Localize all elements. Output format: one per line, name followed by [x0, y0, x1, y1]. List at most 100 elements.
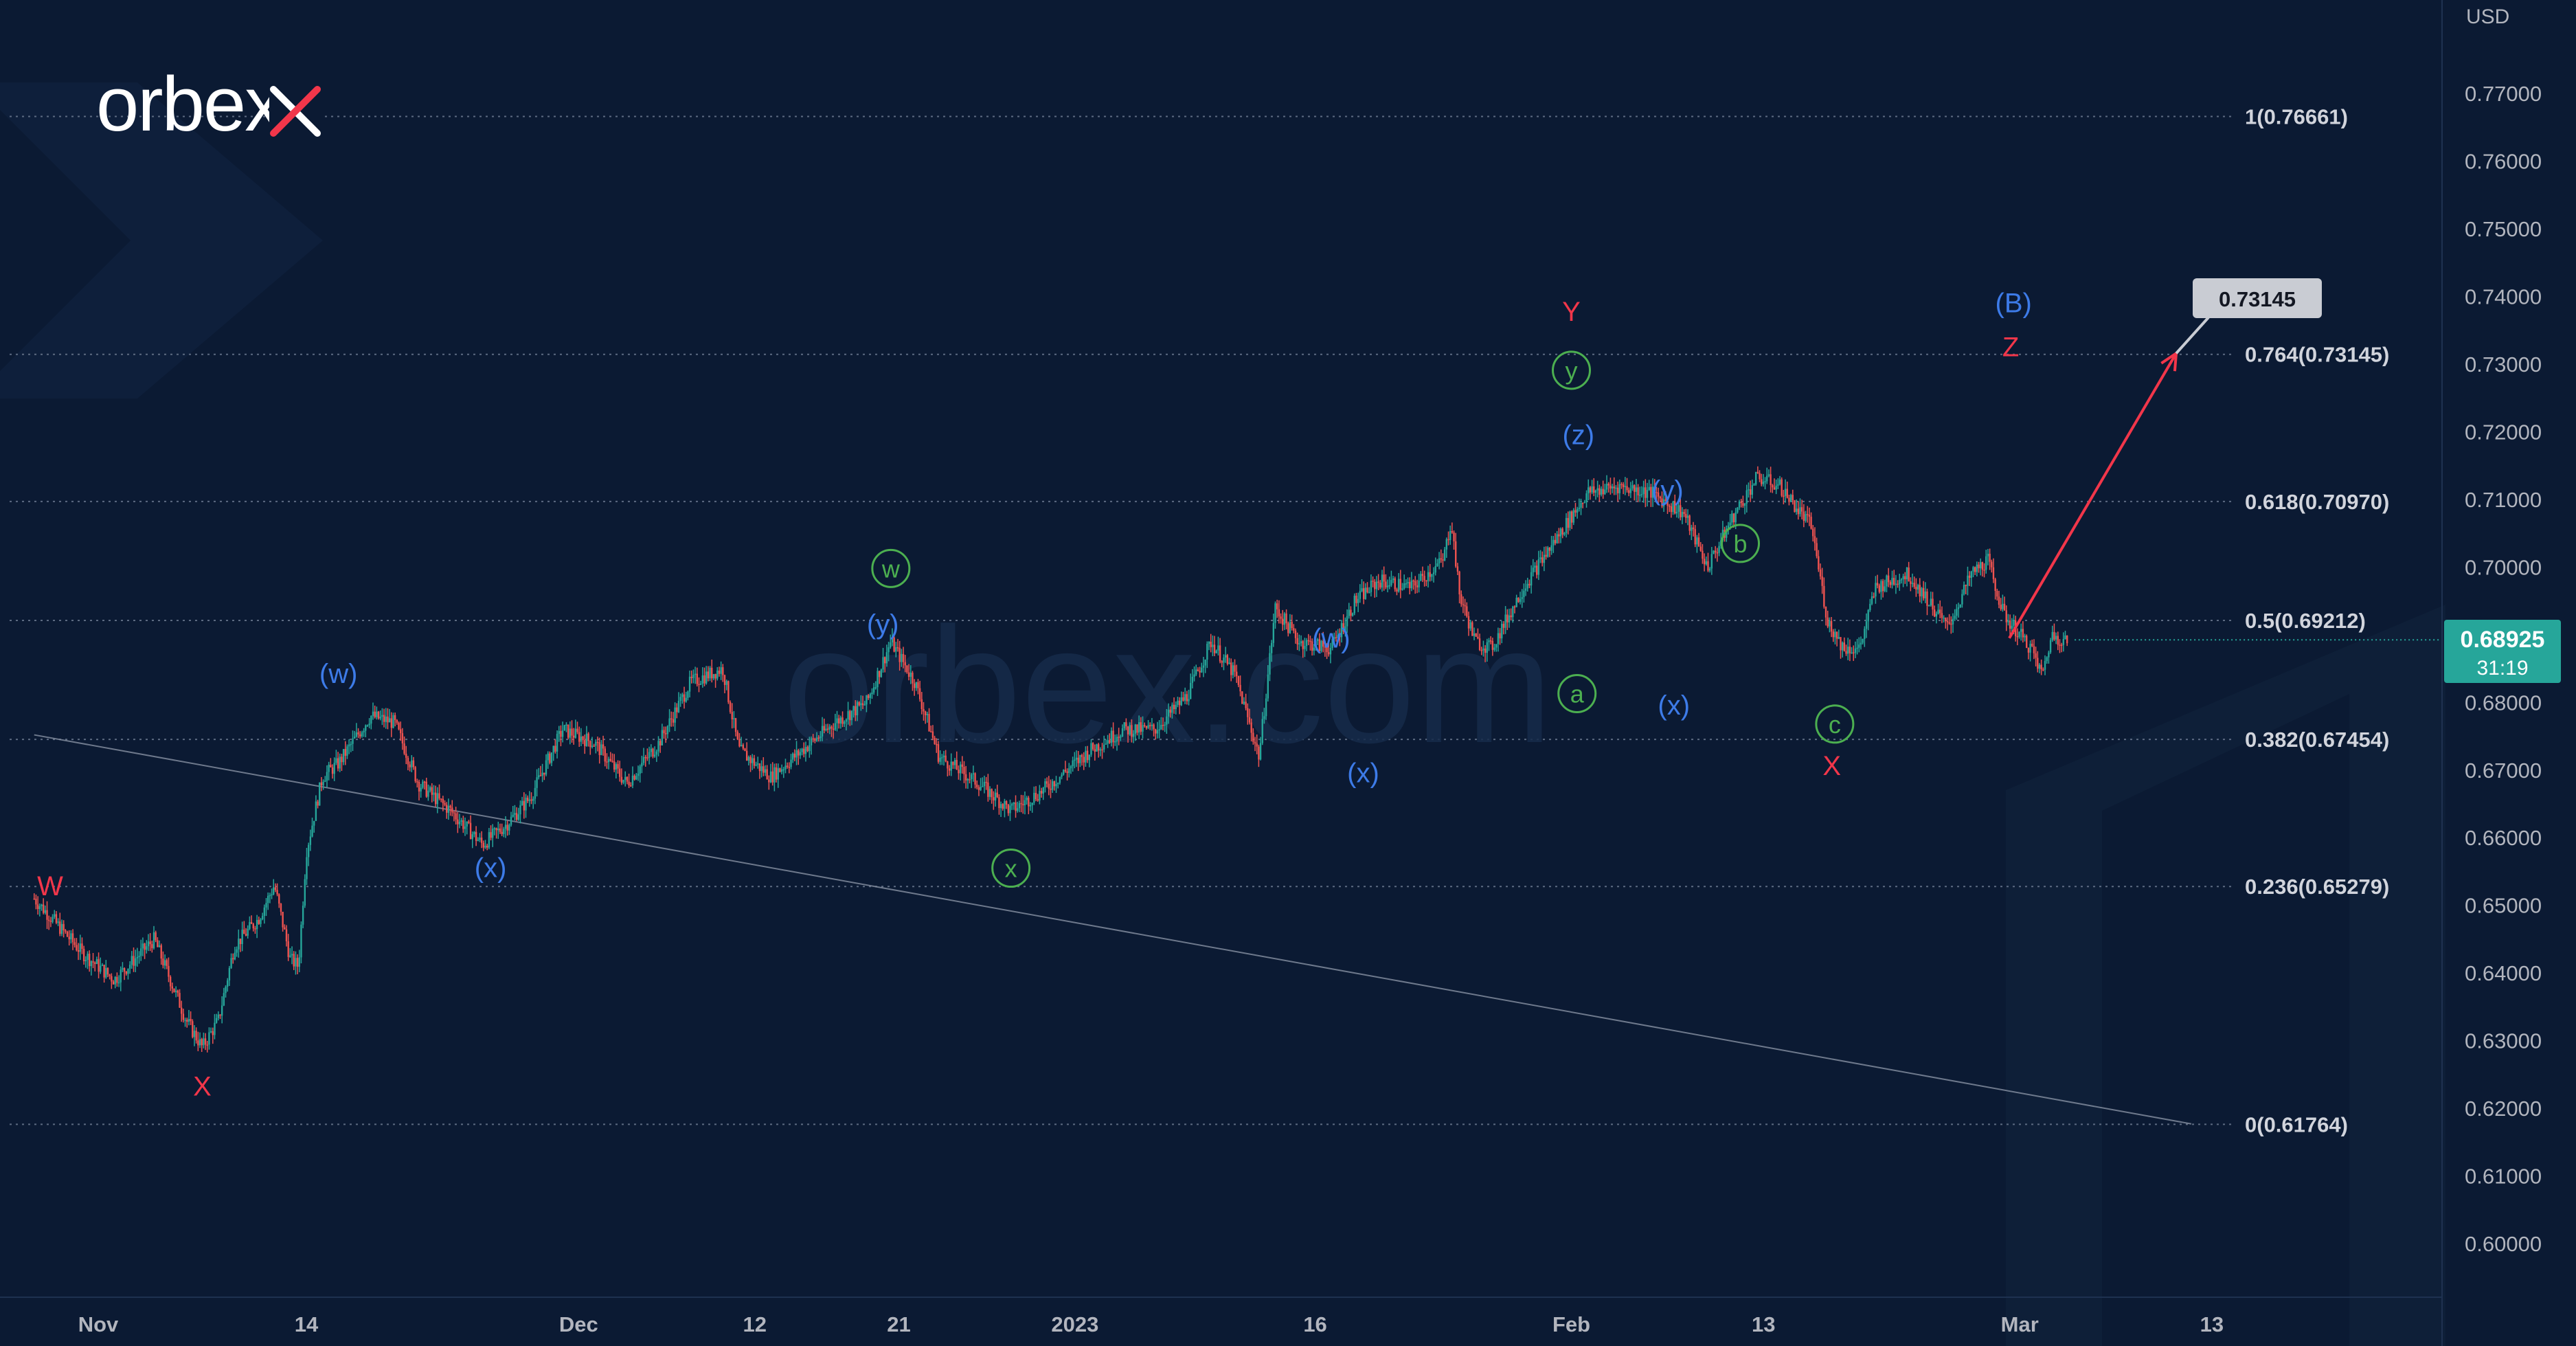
candle-body [2002, 603, 2004, 609]
candle-body [1818, 556, 1820, 570]
candle-body [147, 941, 150, 947]
candle-body [1535, 565, 1538, 575]
candle-body [1109, 740, 1111, 743]
candle-body [243, 930, 245, 934]
candle-body [1651, 486, 1654, 498]
candle-body [1530, 572, 1533, 586]
candle-body [1737, 507, 1739, 513]
candle-body [565, 724, 567, 726]
time-tick-label: 13 [1752, 1312, 1775, 1336]
candle-body [274, 887, 277, 890]
candle-body [1645, 487, 1647, 498]
candle-body [444, 803, 446, 805]
candle-body [1138, 722, 1140, 733]
candle-body [208, 1032, 210, 1045]
candle-body [1028, 797, 1030, 807]
candle-body [1580, 502, 1582, 508]
candle-body [538, 775, 540, 778]
candle-body [699, 683, 702, 685]
candle-body [849, 711, 851, 721]
candle-body [745, 750, 748, 761]
candle-body [333, 763, 335, 774]
candle-body [1759, 473, 1761, 480]
candle-body [215, 1018, 218, 1023]
target-callout-leader [2175, 316, 2210, 355]
candle-body [515, 813, 518, 820]
candle-body [1359, 591, 1362, 599]
candle-body [263, 907, 266, 916]
candle-body [315, 801, 317, 821]
candle-body [199, 1039, 201, 1046]
time-axis[interactable]: Nov 14 Dec 12 21 2023 16 Feb 13 Mar 13 [78, 1312, 2224, 1336]
candle-body [1057, 783, 1059, 784]
candle-body [2016, 636, 2019, 638]
candle-body [1667, 501, 1669, 506]
candle-body [177, 990, 179, 994]
candle-body [950, 761, 952, 771]
candle-body [1967, 575, 1969, 586]
candle-body [1743, 503, 1746, 506]
candle-body [302, 906, 304, 925]
candle-body [956, 760, 958, 770]
time-tick-label: 16 [1303, 1312, 1326, 1336]
candle-body [195, 1031, 197, 1041]
candle-body [885, 652, 888, 664]
candle-body [560, 730, 562, 737]
candle-body [1585, 493, 1588, 502]
candle-body [1147, 725, 1149, 728]
candle-body [863, 704, 866, 706]
candle-body [1554, 539, 1557, 543]
candle-body [976, 784, 978, 787]
candle-body [1040, 791, 1043, 794]
candle-body [1884, 586, 1886, 592]
candle-body [698, 684, 700, 686]
candle-body [1282, 618, 1284, 625]
time-tick-label: 21 [887, 1312, 910, 1336]
candle-body [1101, 749, 1103, 751]
candle-body [1418, 581, 1420, 587]
candle-body [1164, 724, 1166, 726]
candle-body [1489, 640, 1492, 642]
candle-body [162, 958, 164, 966]
candle-body [1683, 512, 1685, 514]
candle-body [1075, 757, 1078, 760]
candle-body [1548, 547, 1551, 551]
candle-body [1611, 486, 1614, 489]
candle-body [945, 755, 947, 762]
candle-body [613, 761, 615, 770]
candle-body [1541, 557, 1544, 563]
candle-body [1889, 582, 1892, 585]
target-callout-label: 0.73145 [2219, 287, 2296, 311]
candle-body [1567, 517, 1569, 528]
wave-label: (y) [867, 609, 899, 640]
candle-body [1421, 574, 1424, 576]
candle-body [1965, 585, 1967, 586]
candle-body [718, 670, 721, 674]
candle-body [1048, 783, 1050, 789]
price-tick-label: 0.67000 [2465, 759, 2542, 783]
candle-body [1175, 704, 1177, 710]
candle-body [1182, 697, 1184, 701]
candle-body [1086, 750, 1089, 761]
candle-body [1681, 512, 1684, 517]
candle-body [1596, 488, 1598, 491]
candle-body [1366, 587, 1368, 593]
candle-body [679, 697, 681, 702]
candle-body [617, 764, 619, 769]
candle-body [173, 988, 175, 992]
candle-body [1097, 744, 1100, 751]
candle-body [1783, 495, 1785, 497]
candle-body [771, 771, 773, 783]
candle-body [620, 776, 623, 783]
candle-body [934, 737, 936, 744]
candle-body [1107, 740, 1109, 744]
candle-body [1171, 704, 1173, 713]
candle-body [1800, 507, 1803, 512]
candle-body [641, 763, 643, 767]
candle-body [355, 732, 358, 737]
candle-body [471, 834, 473, 840]
candle-body [1943, 617, 1945, 619]
candle-body [731, 712, 733, 720]
candle-body [1145, 726, 1148, 728]
